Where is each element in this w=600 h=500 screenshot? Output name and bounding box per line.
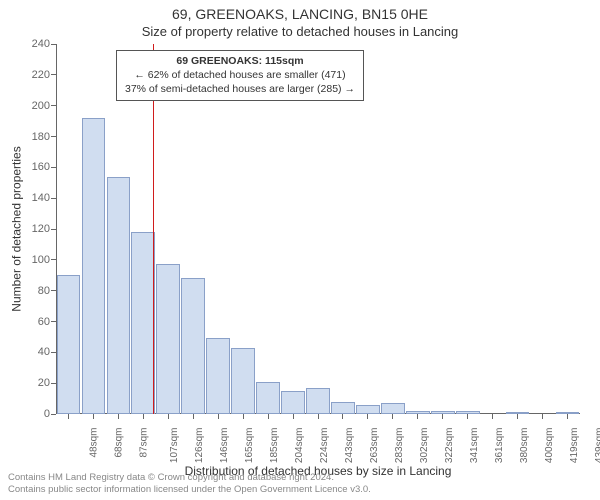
chart-container: 69, GREENOAKS, LANCING, BN15 0HE Size of… — [0, 0, 600, 500]
x-tick-mark — [542, 414, 543, 419]
bar — [231, 348, 255, 414]
y-tick-label: 160 — [32, 161, 50, 173]
x-tick-label: 204sqm — [294, 428, 305, 464]
x-tick-label: 107sqm — [169, 428, 180, 464]
x-tick-mark — [342, 414, 343, 419]
y-tick-label: 180 — [32, 131, 50, 143]
x-tick-label: 400sqm — [544, 428, 555, 464]
x-tick-label: 48sqm — [89, 428, 100, 458]
x-tick-label: 322sqm — [444, 428, 455, 464]
page-title-subtitle: Size of property relative to detached ho… — [0, 24, 600, 39]
x-tick-label: 380sqm — [519, 428, 530, 464]
x-tick-mark — [517, 414, 518, 419]
y-tick-mark — [51, 136, 56, 137]
y-tick-label: 140 — [32, 192, 50, 204]
y-tick-mark — [51, 352, 56, 353]
y-tick-label: 200 — [32, 100, 50, 112]
x-tick-mark — [93, 414, 94, 419]
x-tick-label: 361sqm — [494, 428, 505, 464]
annotation-box: 69 GREENOAKS: 115sqm← 62% of detached ho… — [116, 50, 364, 101]
y-tick-label: 60 — [38, 316, 50, 328]
y-tick-mark — [51, 383, 56, 384]
footer-line-2: Contains public sector information licen… — [8, 484, 371, 496]
x-tick-mark — [118, 414, 119, 419]
x-tick-label: 87sqm — [139, 428, 150, 458]
x-tick-label: 146sqm — [219, 428, 230, 464]
bar — [156, 264, 180, 414]
bar — [181, 278, 205, 414]
x-tick-label: 243sqm — [344, 428, 355, 464]
x-tick-mark — [218, 414, 219, 419]
y-tick-label: 0 — [44, 408, 50, 420]
x-tick-label: 263sqm — [369, 428, 380, 464]
x-tick-mark — [467, 414, 468, 419]
x-tick-label: 439sqm — [594, 428, 600, 464]
bar — [57, 275, 81, 414]
y-tick-label: 100 — [32, 254, 50, 266]
bar — [331, 402, 355, 414]
bar — [107, 177, 131, 414]
annotation-line: 69 GREENOAKS: 115sqm — [125, 54, 355, 68]
footer-attribution: Contains HM Land Registry data © Crown c… — [8, 472, 371, 496]
y-tick-label: 120 — [32, 223, 50, 235]
x-tick-mark — [193, 414, 194, 419]
x-tick-mark — [318, 414, 319, 419]
y-tick-label: 40 — [38, 346, 50, 358]
annotation-line: 37% of semi-detached houses are larger (… — [125, 82, 355, 96]
plot-area: 02040608010012014016018020022024048sqm68… — [56, 44, 580, 414]
bar — [306, 388, 330, 414]
x-tick-label: 224sqm — [319, 428, 330, 464]
y-tick-mark — [51, 290, 56, 291]
x-tick-label: 419sqm — [569, 428, 580, 464]
x-tick-mark — [567, 414, 568, 419]
y-tick-mark — [51, 167, 56, 168]
page-title-address: 69, GREENOAKS, LANCING, BN15 0HE — [0, 6, 600, 22]
x-tick-label: 302sqm — [419, 428, 430, 464]
y-tick-mark — [51, 229, 56, 230]
x-tick-mark — [143, 414, 144, 419]
y-tick-mark — [51, 44, 56, 45]
x-tick-mark — [168, 414, 169, 419]
annotation-line: ← 62% of detached houses are smaller (47… — [125, 68, 355, 82]
x-tick-label: 185sqm — [269, 428, 280, 464]
y-tick-label: 80 — [38, 285, 50, 297]
bar — [281, 391, 305, 414]
y-tick-mark — [51, 414, 56, 415]
x-tick-label: 68sqm — [114, 428, 125, 458]
x-tick-mark — [268, 414, 269, 419]
x-tick-label: 165sqm — [244, 428, 255, 464]
y-axis-title: Number of detached properties — [10, 44, 24, 414]
y-tick-label: 240 — [32, 38, 50, 50]
y-tick-label: 20 — [38, 377, 50, 389]
x-tick-mark — [492, 414, 493, 419]
y-tick-mark — [51, 321, 56, 322]
x-tick-mark — [442, 414, 443, 419]
y-tick-mark — [51, 198, 56, 199]
footer-line-1: Contains HM Land Registry data © Crown c… — [8, 472, 371, 484]
x-tick-mark — [293, 414, 294, 419]
x-tick-mark — [243, 414, 244, 419]
x-tick-mark — [417, 414, 418, 419]
x-tick-label: 341sqm — [469, 428, 480, 464]
x-tick-label: 283sqm — [394, 428, 405, 464]
bar — [256, 382, 280, 414]
bar — [381, 403, 405, 414]
bar — [131, 232, 155, 414]
x-tick-mark — [367, 414, 368, 419]
x-tick-mark — [392, 414, 393, 419]
x-tick-label: 126sqm — [194, 428, 205, 464]
y-tick-mark — [51, 259, 56, 260]
bar — [206, 338, 230, 414]
x-tick-mark — [68, 414, 69, 419]
y-tick-label: 220 — [32, 69, 50, 81]
y-tick-mark — [51, 74, 56, 75]
bar — [82, 118, 106, 414]
y-tick-mark — [51, 105, 56, 106]
bar — [356, 405, 380, 414]
